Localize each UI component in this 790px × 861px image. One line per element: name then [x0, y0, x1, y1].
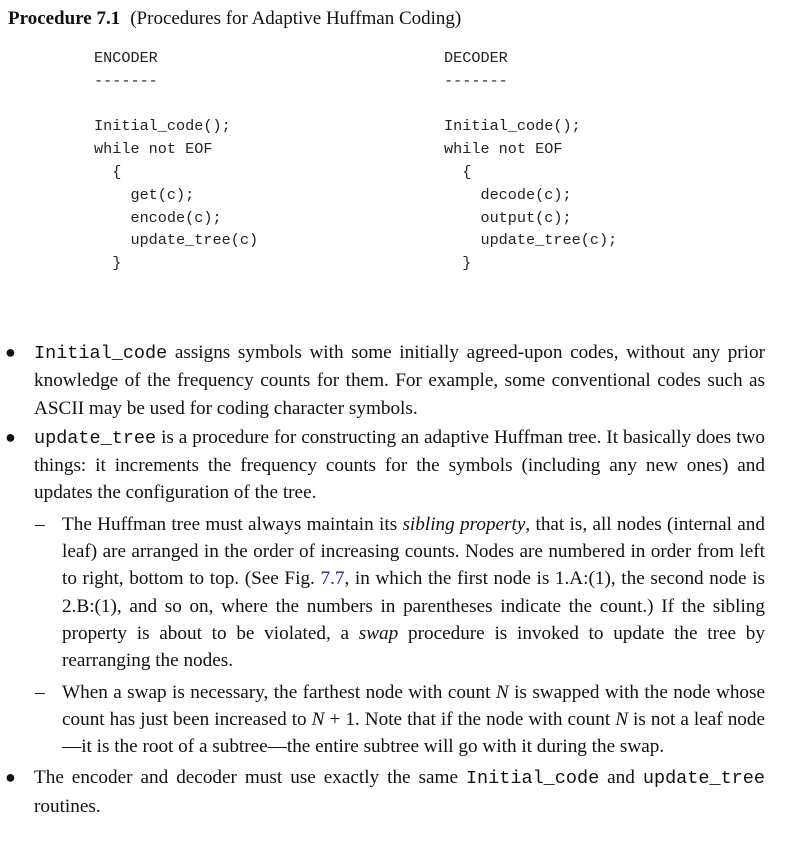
bullet-text: The encoder and decoder must use exactly…: [34, 767, 466, 789]
code-term: Initial_code: [34, 343, 168, 364]
bullet-update-tree: ● update_tree is a procedure for construc…: [0, 424, 790, 507]
bullet-text: is a procedure for constructing an adapt…: [34, 426, 765, 504]
sub-text: procedure is invoked to update the tree …: [62, 622, 765, 672]
decoder-pseudocode: DECODER ------- Initial_code(); while no…: [444, 49, 618, 273]
sub-text: When a swap is necessary, the farthest n…: [62, 681, 496, 703]
bullet-initial-code: ● Initial_code assigns symbols with some …: [0, 339, 790, 422]
sub-text: is swapped with the node whose count has…: [62, 681, 765, 730]
math-variable: N: [495, 681, 509, 703]
code-term: Initial_code: [465, 768, 600, 790]
subbullet-swap: – When a swap is necessary, the farthest …: [0, 679, 790, 761]
bullet-text: routines.: [34, 795, 101, 817]
sub-text: , in which the first node is 1.A:(1), th…: [62, 568, 765, 644]
bullet-icon: ●: [5, 767, 16, 788]
sub-text: is not a leaf node—it is the root of a s…: [62, 708, 765, 758]
bullet-icon: ●: [5, 342, 16, 362]
sub-text: The Huffman tree must always maintain it…: [62, 513, 403, 535]
figure-reference-link[interactable]: 7.7: [320, 568, 345, 590]
procedure-caption: (Procedures for Adaptive Huffman Coding): [130, 8, 462, 29]
sub-text: + 1. Note that if the node with count: [324, 708, 616, 730]
emphasis-term: swap: [358, 622, 399, 644]
bullet-icon: ●: [5, 426, 16, 447]
code-term: update_tree: [34, 427, 157, 449]
bullet-text: assigns symbols with some initially agre…: [34, 342, 765, 419]
procedure-label: Procedure 7.1: [8, 8, 121, 29]
sub-text: , that is, all nodes (internal and leaf)…: [62, 513, 765, 590]
dash-marker: –: [35, 513, 45, 535]
math-variable: N: [311, 708, 325, 730]
procedure-title: Procedure 7.1 (Procedures for Adaptive Hu…: [8, 6, 461, 32]
emphasis-term: sibling property: [402, 513, 526, 535]
code-term: update_tree: [642, 768, 765, 790]
bullet-text: and: [599, 767, 643, 789]
description-list: ● Initial_code assigns symbols with some …: [0, 339, 790, 820]
subbullet-sibling-property: – The Huffman tree must always maintain i…: [0, 511, 790, 675]
math-variable: N: [615, 708, 628, 730]
bullet-same-routines: ● The encoder and decoder must use exactl…: [0, 764, 790, 820]
encoder-pseudocode: ENCODER ------- Initial_code(); while no…: [94, 49, 259, 273]
dash-marker: –: [35, 681, 45, 703]
